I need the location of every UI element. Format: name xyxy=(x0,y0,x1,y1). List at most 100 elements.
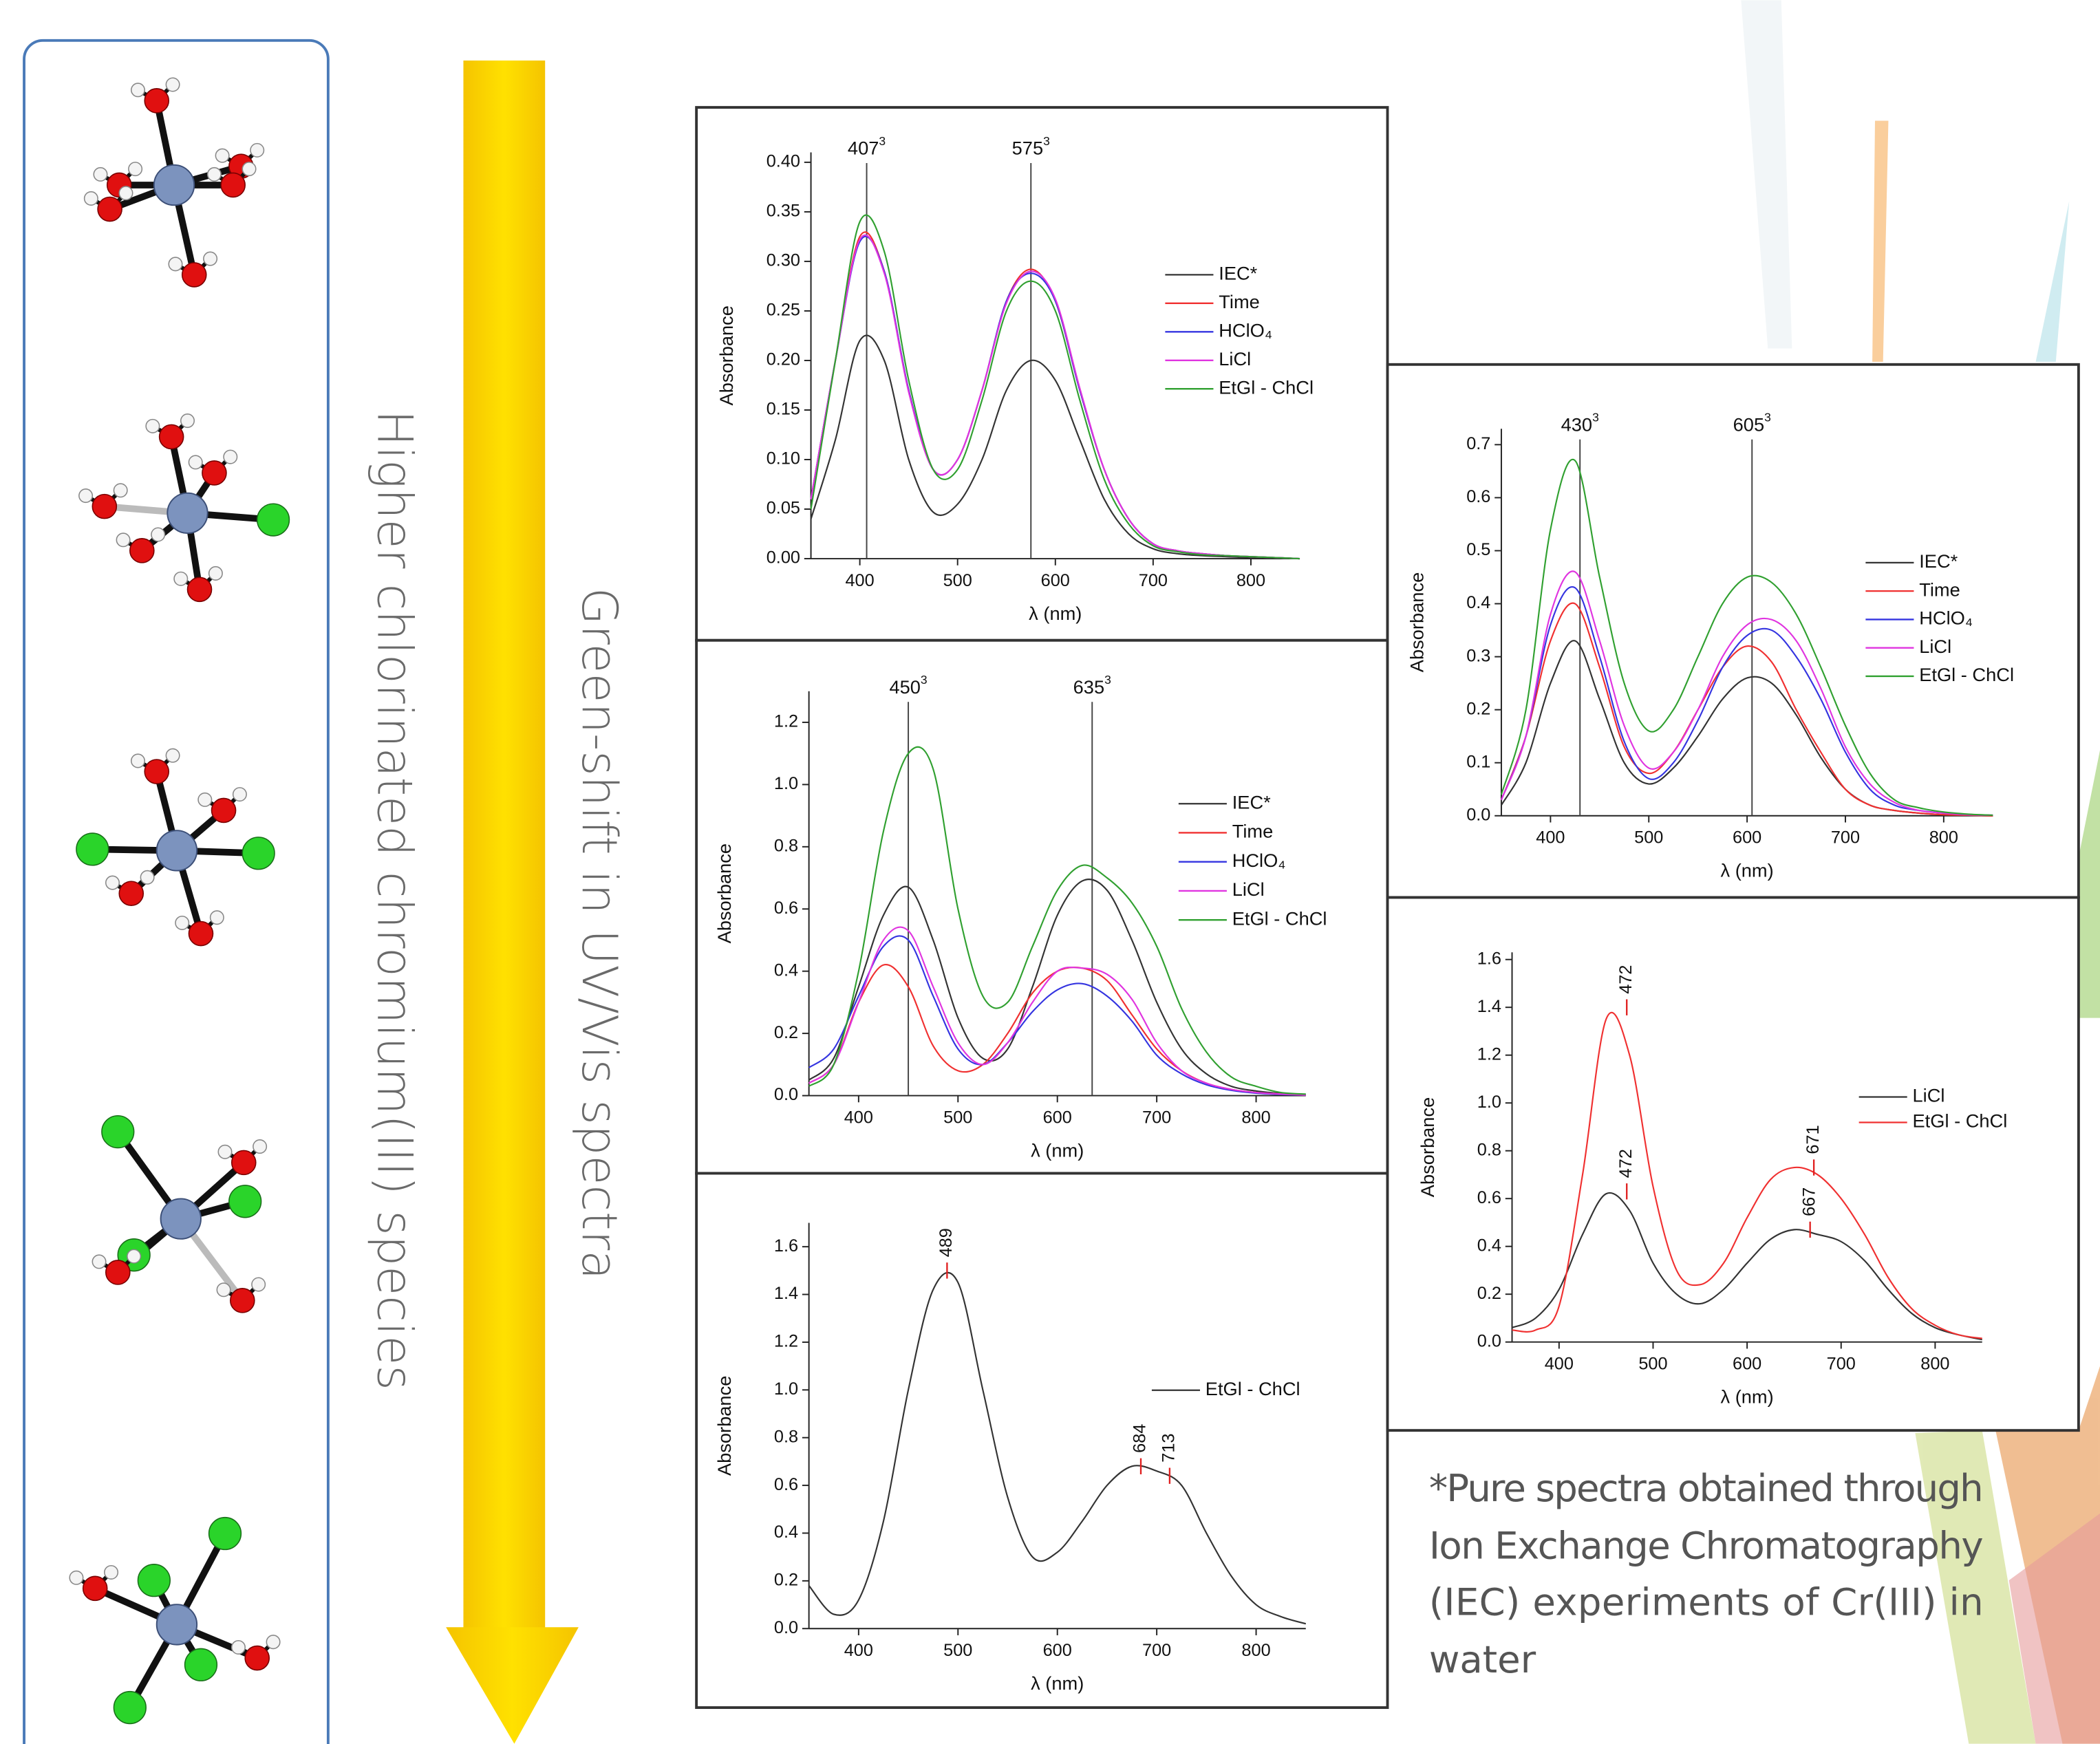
peak-value: 450 xyxy=(889,676,920,698)
y-tick-label: 0.00 xyxy=(767,548,800,568)
side-label: Higher chlorinated chromium(III) species xyxy=(366,410,422,1390)
footnote-line: water xyxy=(1429,1637,1536,1681)
y-axis-label: Absorbance xyxy=(714,843,735,943)
peak-ref: 3 xyxy=(879,134,886,148)
chlorine xyxy=(76,832,109,866)
chart: 0.0 0.2 0.4 0.6 0.8 1.0 1.2 1.4 1.6 400 500 600 700 8… xyxy=(695,1172,1389,1710)
chlorine xyxy=(242,837,275,870)
hydrogen xyxy=(113,483,128,498)
x-tick-label: 600 xyxy=(1733,828,1761,848)
peak-label: 6353 xyxy=(1073,673,1111,698)
legend-label: LiCl xyxy=(1919,636,1951,657)
peak-label: 671 xyxy=(1803,1125,1823,1154)
hydrogen xyxy=(168,257,183,272)
peak-value: 430 xyxy=(1561,414,1592,435)
oxygen xyxy=(97,196,122,222)
y-tick-label: 0.0 xyxy=(774,1618,798,1637)
legend-label: EtGl - ChCl xyxy=(1232,907,1327,929)
series-line xyxy=(1512,1011,1982,1339)
oxygen xyxy=(202,460,227,486)
y-tick-label: 0.35 xyxy=(767,202,800,221)
y-tick-label: 0.2 xyxy=(774,1023,798,1042)
hydrogen xyxy=(93,166,108,182)
hydrogen xyxy=(83,191,98,206)
hydrogen xyxy=(206,166,222,182)
hydrogen xyxy=(223,449,238,464)
molecules xyxy=(69,77,290,1725)
series-line xyxy=(808,935,1306,1096)
legend-label: Time xyxy=(1232,821,1274,842)
series-line xyxy=(1500,458,1993,817)
hydrogen xyxy=(203,251,218,266)
charts: 0.00 0.05 0.10 0.15 0.20 0.25 0.30 0.35 0.40 400 5… xyxy=(695,106,2080,1710)
x-tick-label: 800 xyxy=(1929,828,1958,848)
series-line xyxy=(808,746,1306,1095)
oxygen xyxy=(158,424,184,450)
x-axis-label: λ (nm) xyxy=(1031,1140,1084,1161)
series-line xyxy=(808,879,1306,1096)
hydrogen xyxy=(130,83,145,98)
hydrogen xyxy=(253,1139,268,1154)
hydrogen xyxy=(231,1639,246,1655)
y-tick-label: 1.6 xyxy=(1477,949,1501,968)
x-tick-label: 800 xyxy=(1241,1108,1270,1127)
y-tick-label: 0.8 xyxy=(774,1427,798,1446)
legend-label: LiCl xyxy=(1219,348,1251,369)
y-tick-label: 0.5 xyxy=(1466,540,1490,559)
x-axis-label: λ (nm) xyxy=(1721,860,1774,881)
x-tick-label: 500 xyxy=(943,1641,972,1660)
hydrogen xyxy=(104,1564,119,1580)
peak-ref: 3 xyxy=(1764,410,1771,424)
hydrogen xyxy=(165,77,180,92)
chromium xyxy=(156,830,198,872)
x-axis-label: λ (nm) xyxy=(1031,1672,1084,1694)
hydrogen xyxy=(209,910,224,925)
legend-label: EtGl - ChCl xyxy=(1919,664,2014,685)
chromium xyxy=(153,164,195,206)
chart: 0.0 0.2 0.4 0.6 0.8 1.0 1.2 1.4 1.6 400 500 600 700 8… xyxy=(1386,896,2080,1432)
y-tick-label: 0.40 xyxy=(767,152,800,171)
peak-label: 472 xyxy=(1616,965,1636,994)
x-tick-label: 600 xyxy=(1733,1354,1761,1373)
x-tick-label: 400 xyxy=(844,1641,873,1660)
hydrogen xyxy=(78,488,94,504)
legend-label: LiCl xyxy=(1232,879,1265,900)
x-tick-label: 700 xyxy=(1831,828,1860,848)
footnote-line: *Pure spectra obtained through xyxy=(1429,1466,1984,1510)
oxygen xyxy=(231,1150,257,1176)
y-tick-label: 0.10 xyxy=(767,449,800,469)
x-tick-label: 400 xyxy=(1536,828,1565,848)
legend-label: Time xyxy=(1219,291,1260,312)
y-axis-label: Absorbance xyxy=(1417,1097,1438,1197)
y-tick-label: 0.20 xyxy=(767,350,800,369)
oxygen xyxy=(129,538,155,563)
y-tick-label: 0.7 xyxy=(1466,434,1490,453)
y-tick-label: 0.25 xyxy=(767,301,800,320)
legend-label: EtGl - ChCl xyxy=(1206,1378,1300,1399)
series-line xyxy=(808,1271,1307,1625)
x-tick-label: 400 xyxy=(1545,1354,1574,1373)
oxygen xyxy=(186,577,213,603)
y-tick-label: 0.8 xyxy=(774,837,798,856)
oxygen xyxy=(211,797,237,823)
peak-label: 472 xyxy=(1616,1149,1636,1178)
y-tick-label: 0.8 xyxy=(1477,1140,1501,1159)
footnote-line: Ion Exchange Chromatography xyxy=(1429,1524,1984,1568)
oxygen xyxy=(181,262,207,288)
chlorine xyxy=(208,1516,242,1551)
hydrogen xyxy=(208,566,223,581)
y-axis-label: Absorbance xyxy=(714,1376,735,1476)
series-line xyxy=(810,334,1300,560)
chart-frame xyxy=(1386,363,2080,899)
y-tick-label: 0.4 xyxy=(1466,593,1490,612)
molecule-panel xyxy=(23,39,330,1744)
oxygen xyxy=(118,881,144,906)
y-tick-label: 0.6 xyxy=(1477,1188,1501,1207)
peak-ref: 3 xyxy=(1592,410,1599,424)
peak-label: 667 xyxy=(1799,1187,1819,1216)
legend-label: EtGl - ChCl xyxy=(1219,376,1314,398)
y-tick-label: 0.4 xyxy=(774,960,798,980)
hydrogen xyxy=(188,455,203,470)
x-tick-label: 600 xyxy=(1043,1641,1072,1660)
peak-label: 5753 xyxy=(1012,134,1050,159)
